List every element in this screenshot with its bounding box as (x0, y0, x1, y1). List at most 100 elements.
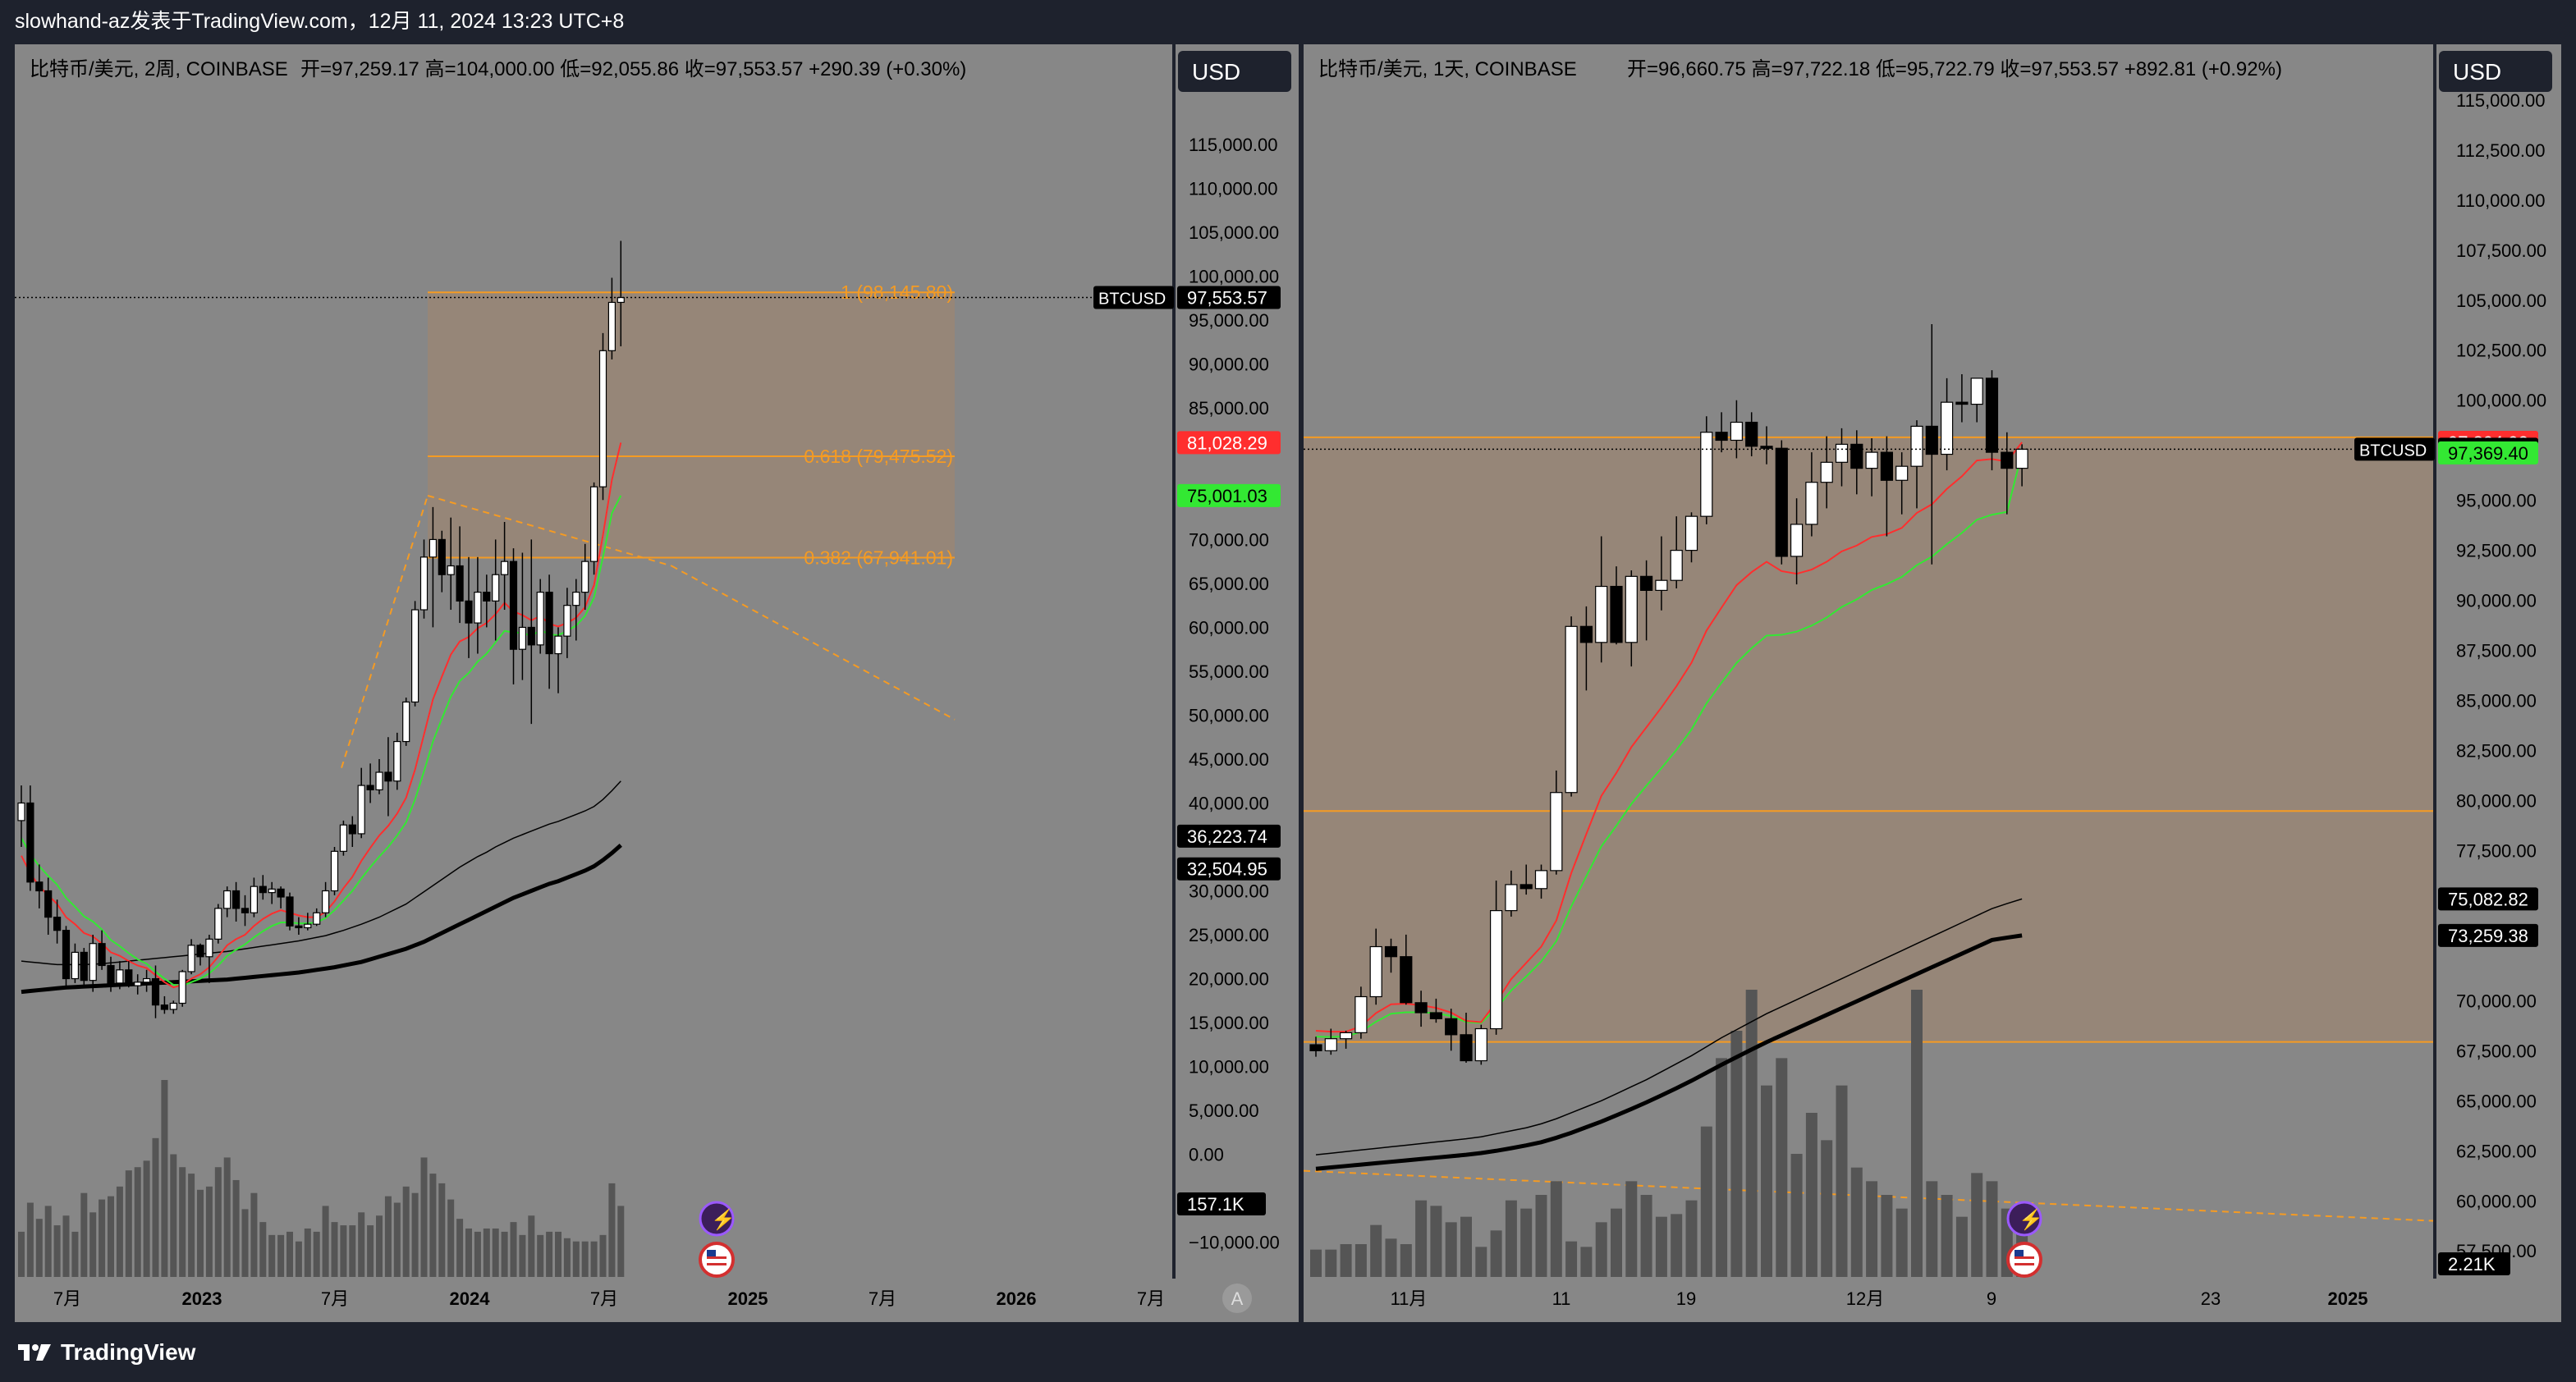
candle[interactable] (554, 627, 562, 693)
right-chart-panel[interactable]: 比特币/美元, 1天, COINBASE 开=96,660.75 高=97,722… (1304, 44, 2561, 1322)
us-flag-event-icon[interactable] (699, 1242, 735, 1278)
candle[interactable] (1700, 416, 1713, 524)
price-axis-area[interactable] (2436, 44, 2561, 1279)
candle[interactable] (563, 588, 571, 658)
candle[interactable] (1490, 881, 1503, 1035)
candle[interactable] (366, 763, 374, 803)
brand-logo[interactable]: TradingView (18, 1339, 195, 1366)
candle[interactable] (375, 758, 383, 794)
candle[interactable] (1670, 516, 1683, 588)
candle[interactable] (277, 886, 285, 908)
candle[interactable] (1955, 374, 1969, 423)
candle[interactable] (1730, 400, 1744, 459)
candle[interactable] (1579, 606, 1593, 691)
lightning-event-icon[interactable] (2006, 1201, 2042, 1237)
candle[interactable] (447, 517, 455, 611)
candle[interactable] (1850, 430, 1863, 495)
candle[interactable] (384, 737, 392, 817)
candle[interactable] (62, 926, 71, 988)
candle[interactable] (1429, 998, 1442, 1023)
candle[interactable] (160, 995, 168, 1014)
candle[interactable] (187, 939, 195, 975)
candle[interactable] (313, 908, 321, 927)
candle[interactable] (1805, 452, 1818, 537)
candle[interactable] (339, 820, 347, 856)
candle[interactable] (26, 785, 34, 891)
candle[interactable] (492, 539, 500, 641)
candle[interactable] (1625, 570, 1638, 667)
candle[interactable] (518, 552, 527, 680)
candle[interactable] (1595, 536, 1608, 663)
time-axis-area[interactable] (15, 1279, 1299, 1322)
candle[interactable] (35, 864, 44, 908)
price-axis-area[interactable] (1176, 44, 1299, 1279)
candle[interactable] (438, 530, 446, 593)
candle[interactable] (1865, 438, 1878, 497)
candle[interactable] (17, 785, 25, 847)
candle[interactable] (205, 935, 213, 983)
candle[interactable] (1519, 864, 1533, 895)
currency-button[interactable] (2439, 51, 2552, 92)
candle[interactable] (536, 579, 544, 654)
candle[interactable] (1985, 370, 1999, 471)
candle[interactable] (527, 539, 535, 725)
candle[interactable] (143, 969, 151, 992)
candle[interactable] (53, 899, 62, 944)
candle[interactable] (598, 332, 607, 501)
candle[interactable] (483, 574, 491, 628)
candle[interactable] (500, 522, 509, 611)
candle[interactable] (1775, 440, 1788, 565)
candle[interactable] (1474, 1024, 1487, 1065)
candle[interactable] (1550, 770, 1563, 875)
candle[interactable] (1324, 1028, 1337, 1055)
candle[interactable] (616, 240, 625, 346)
candle[interactable] (232, 881, 241, 922)
candle[interactable] (89, 935, 97, 992)
candle[interactable] (1684, 512, 1698, 563)
candle[interactable] (456, 526, 464, 624)
candle[interactable] (1309, 1036, 1322, 1057)
candle[interactable] (1400, 934, 1413, 1005)
candle[interactable] (196, 943, 204, 966)
candle[interactable] (393, 732, 401, 790)
candle[interactable] (1445, 1009, 1458, 1051)
candle[interactable] (125, 961, 133, 988)
candle[interactable] (286, 892, 294, 931)
candle[interactable] (1369, 928, 1382, 1005)
time-axis-area[interactable] (1304, 1279, 2561, 1322)
candle[interactable] (572, 579, 580, 641)
candle[interactable] (1895, 452, 1909, 515)
candle[interactable] (357, 767, 365, 839)
candle[interactable] (1940, 378, 1954, 471)
candle[interactable] (465, 556, 473, 658)
candle[interactable] (402, 698, 410, 746)
auto-scale-button[interactable] (1222, 1284, 1252, 1313)
candle[interactable] (589, 482, 598, 575)
candle[interactable] (1970, 378, 1983, 423)
candle[interactable] (80, 948, 88, 988)
candle[interactable] (1880, 436, 1894, 537)
candle[interactable] (1534, 864, 1548, 899)
left-chart-panel[interactable]: 1 (98,145.80) 0.618 (79,475.52) 0.382 (67,… (15, 44, 1299, 1322)
candle[interactable] (178, 969, 186, 1007)
candle[interactable] (44, 877, 53, 936)
candle[interactable] (268, 881, 276, 904)
candle[interactable] (581, 543, 589, 611)
candle[interactable] (169, 1000, 177, 1014)
candle[interactable] (1640, 560, 1653, 641)
candle[interactable] (71, 943, 80, 983)
candle[interactable] (259, 875, 267, 900)
candle[interactable] (1910, 420, 1923, 509)
candle[interactable] (1565, 616, 1578, 797)
plot-area[interactable] (15, 44, 1172, 1279)
candle[interactable] (1655, 536, 1668, 611)
candle[interactable] (1354, 986, 1368, 1039)
candle[interactable] (1460, 1012, 1473, 1063)
candle[interactable] (509, 548, 518, 684)
candle[interactable] (474, 556, 482, 654)
candle[interactable] (241, 895, 250, 927)
candle[interactable] (107, 956, 115, 992)
candle[interactable] (151, 965, 160, 1018)
candle[interactable] (214, 904, 222, 944)
candle[interactable] (545, 574, 553, 689)
